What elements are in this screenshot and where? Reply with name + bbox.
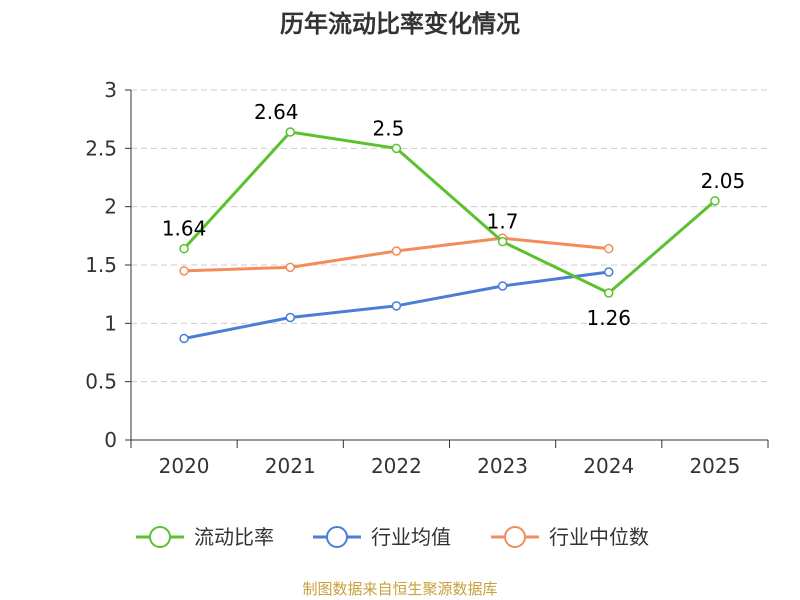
series-line [182,130,716,295]
legend: 流动比率 行业均值 行业中位数 [136,525,649,549]
data-label: 1.26 [586,306,631,330]
legend-item[interactable]: 流动比率 [136,525,274,549]
y-tick-label: 0 [104,428,117,452]
data-label: 1.64 [162,217,207,241]
data-point[interactable] [285,262,295,273]
legend-swatch-marker [149,526,171,548]
x-tick-label: 2024 [583,454,634,478]
data-point[interactable] [604,267,614,277]
x-tick-label: 2025 [689,454,740,478]
legend-swatch-marker [504,526,526,548]
source-note: 制图数据来自恒生聚源数据库 [302,580,497,598]
legend-label: 流动比率 [194,525,274,549]
data-label: 2.5 [373,116,405,140]
x-tick-label: 2023 [477,454,528,478]
legend-label: 行业均值 [371,525,451,549]
data-point[interactable] [604,288,614,298]
y-tick-label: 1 [104,311,117,335]
chart-title: 历年流动比率变化情况 [280,10,520,38]
series-layer [179,127,720,344]
y-tick-label: 3 [104,78,117,102]
data-point[interactable] [179,333,189,344]
data-labels: 1.64 2.64 2.5 1.7 1.26 2.05 [162,100,745,330]
data-label: 1.7 [487,210,519,234]
grid-lines [131,89,768,383]
data-point[interactable] [285,312,295,323]
data-point[interactable] [285,127,295,137]
data-label: 2.64 [254,100,299,124]
data-point[interactable] [710,196,720,206]
legend-item[interactable]: 行业均值 [313,525,451,549]
data-point[interactable] [179,266,189,276]
x-tick-label: 2020 [159,454,210,478]
y-tick-label: 2 [104,195,117,219]
y-tick-label: 1.5 [85,253,117,277]
legend-label: 行业中位数 [549,525,649,549]
axes: 0 0.5 1 1.5 2 2.5 3 2020 2021 2022 2023 2024 2025 [85,78,769,478]
y-tick-label: 2.5 [85,136,117,160]
y-tick-label: 0.5 [85,370,117,394]
data-label: 2.05 [701,169,746,193]
data-point[interactable] [391,301,402,311]
data-point[interactable] [497,236,508,247]
x-tick-label: 2021 [265,454,316,478]
legend-item[interactable]: 行业中位数 [491,525,649,549]
data-point[interactable] [497,281,508,291]
x-tick-label: 2022 [371,454,422,478]
data-point[interactable] [179,243,189,254]
legend-swatch-marker [326,526,348,548]
data-point[interactable] [604,243,614,254]
data-point[interactable] [391,143,402,154]
data-point[interactable] [391,246,402,256]
